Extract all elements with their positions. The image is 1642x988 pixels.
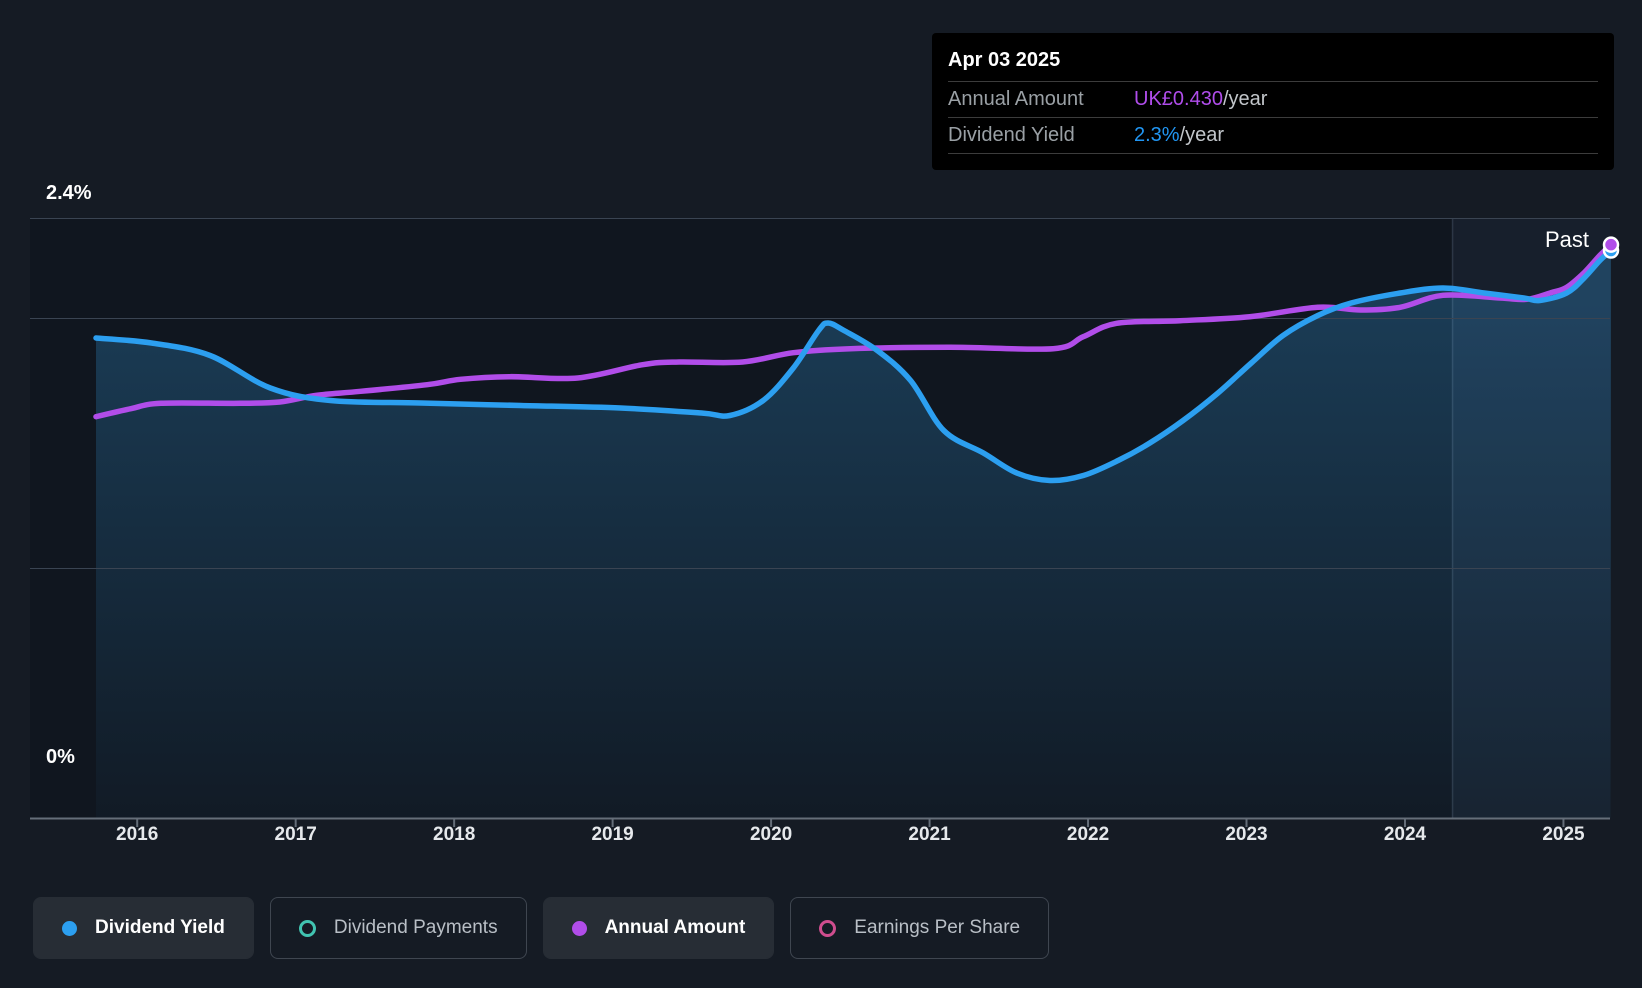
tooltip-label: Dividend Yield	[948, 124, 1075, 146]
tooltip-suffix: /year	[1179, 124, 1225, 146]
legend-item-annual-amount[interactable]: Annual Amount	[542, 897, 775, 959]
x-axis-label: 2018	[433, 824, 476, 845]
tooltip-row-dividend-yield: Dividend Yield 2.3% /year	[948, 118, 1598, 154]
legend-item-earnings-per-share[interactable]: Earnings Per Share	[790, 897, 1050, 959]
tooltip-value: 2.3%	[1134, 124, 1180, 146]
chart-tooltip: Apr 03 2025 Annual Amount UK£0.430 /year…	[932, 33, 1614, 170]
x-axis-label: 2021	[908, 824, 951, 845]
ring-icon	[819, 919, 837, 937]
tooltip-value: UK£0.430	[1134, 88, 1223, 110]
dividend-yield-area	[96, 250, 1611, 818]
legend-item-label: Dividend Yield	[95, 917, 225, 938]
tooltip-label: Annual Amount	[948, 88, 1084, 110]
tooltip-row-annual-amount: Annual Amount UK£0.430 /year	[948, 82, 1598, 118]
x-axis-label: 2022	[1066, 824, 1110, 845]
chart-legend: Dividend Yield Dividend Payments Annual Am…	[33, 897, 1050, 959]
past-region-label: Past	[1545, 227, 1590, 252]
x-axis-label: 2016	[116, 824, 159, 845]
y-axis-label-min: 0%	[46, 746, 75, 768]
legend-item-label: Earnings Per Share	[854, 917, 1021, 938]
y-axis-label-max: 2.4%	[46, 182, 92, 204]
x-axis-label: 2023	[1225, 824, 1268, 845]
dividend-yield-line	[93, 247, 1614, 484]
legend-item-label: Annual Amount	[604, 917, 746, 938]
legend-item-label: Dividend Payments	[333, 917, 498, 938]
annual-amount-endpoint-marker	[1602, 236, 1620, 253]
filled-dot-icon	[62, 920, 77, 936]
x-axis-label: 2020	[749, 824, 793, 845]
filled-dot-icon	[571, 920, 587, 936]
tooltip-date: Apr 03 2025	[948, 43, 1598, 82]
ring-icon	[298, 919, 316, 937]
tooltip-suffix: /year	[1222, 88, 1268, 110]
x-axis-label: 2017	[274, 824, 317, 845]
past-region	[1452, 218, 1610, 818]
x-axis-label: 2019	[591, 824, 634, 845]
x-axis-label: 2025	[1542, 824, 1585, 845]
x-axis-label: 2024	[1383, 824, 1427, 845]
legend-item-dividend-yield[interactable]: Dividend Yield	[33, 897, 254, 959]
legend-item-dividend-payments[interactable]: Dividend Payments	[269, 897, 527, 959]
